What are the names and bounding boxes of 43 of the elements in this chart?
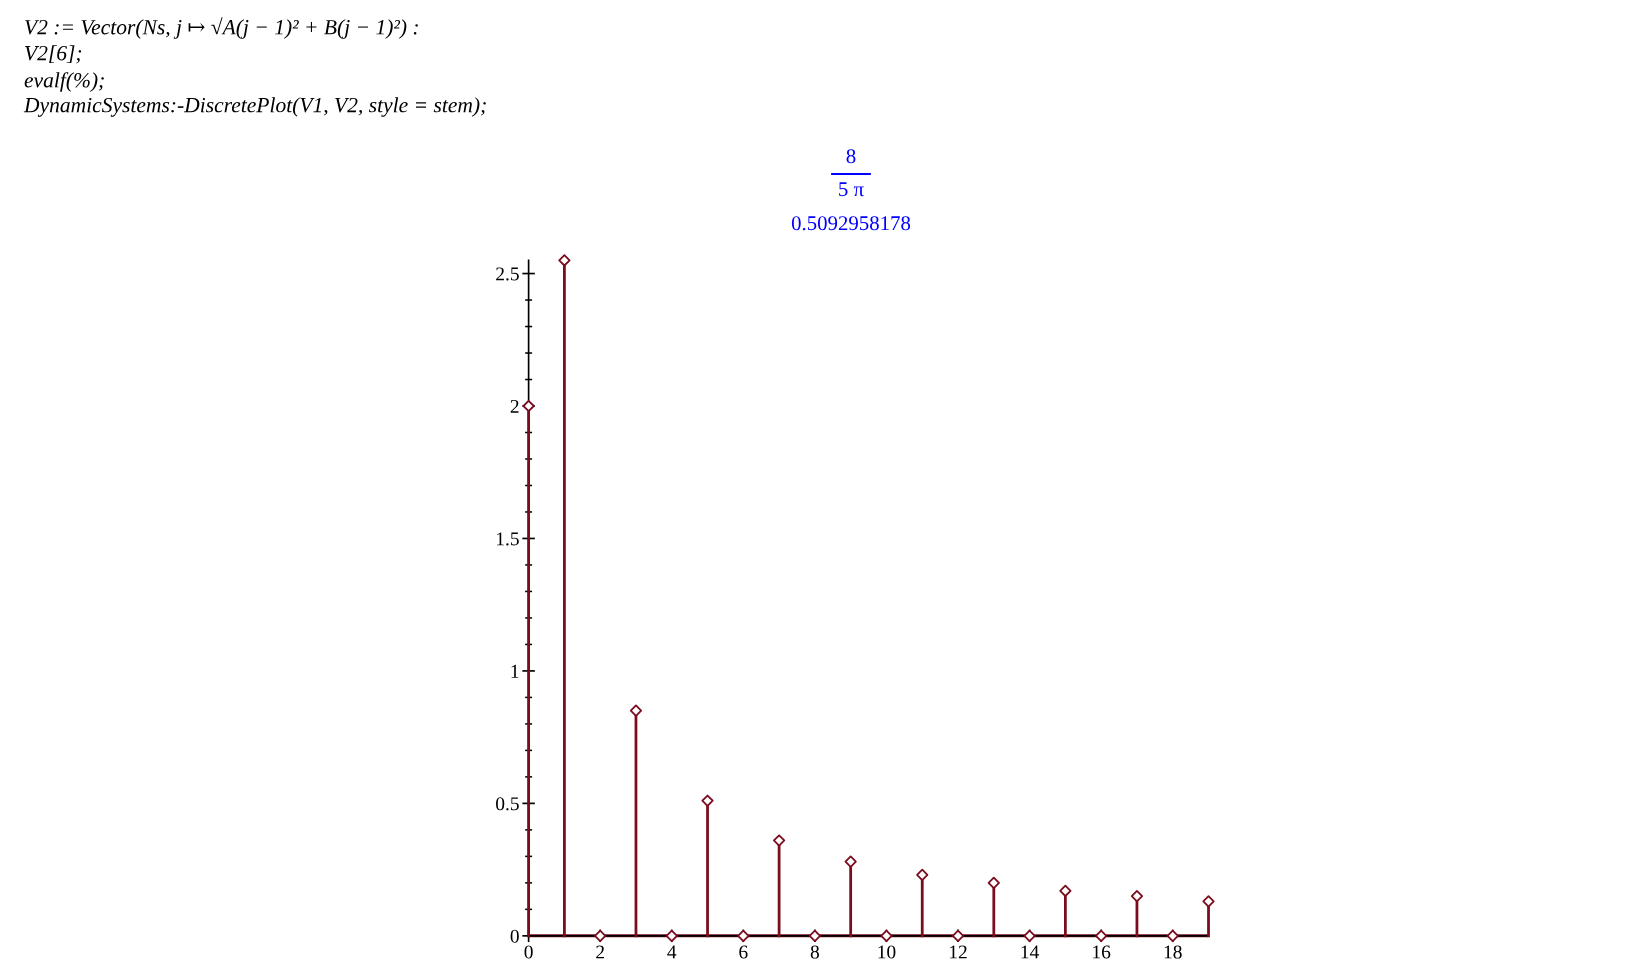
x-tick-label: 4	[667, 945, 677, 959]
point	[522, 399, 535, 413]
point	[1059, 884, 1072, 897]
x-tick-label: 2	[596, 945, 604, 959]
y-tick-label: 0.5	[496, 797, 519, 811]
point	[987, 876, 1000, 889]
point	[951, 929, 965, 942]
y-tick-label: 0	[510, 929, 519, 943]
x-tick-label: 12	[950, 945, 967, 959]
text: evalf(%);	[24, 72, 104, 92]
text: V2 := Vector(Ns, j ↦ √A(j − 1)² + B(j − 1)²) :	[25, 17, 418, 39]
point	[701, 794, 714, 807]
text: 0.5092958178	[791, 216, 911, 231]
point	[772, 834, 786, 847]
point	[594, 929, 607, 942]
x-tick-label: 16	[1093, 945, 1111, 959]
x-tick-label: 8	[810, 945, 820, 959]
x-tick-label: 6	[739, 945, 748, 959]
y-tick-label: 2.5	[496, 267, 519, 281]
point	[844, 855, 857, 868]
x-tick-label: 14	[1021, 945, 1040, 959]
point	[1202, 895, 1215, 908]
point	[916, 868, 929, 882]
point	[1095, 929, 1108, 942]
y-tick-label: 1.5	[496, 532, 519, 546]
x-tick-label: 18	[1164, 945, 1182, 959]
point	[629, 704, 643, 717]
text: DynamicSystems:-DiscretePlot(V1, V2, style = stem);	[23, 97, 486, 117]
y-tick-label: 2	[510, 399, 519, 413]
point	[1130, 890, 1144, 903]
text: V2[6];	[25, 45, 82, 64]
point	[808, 929, 821, 942]
point	[737, 929, 750, 942]
text: 8	[846, 149, 856, 164]
y-tick-label: 1	[511, 664, 519, 678]
point	[665, 929, 678, 942]
point	[558, 254, 571, 267]
point	[1166, 929, 1179, 942]
x-tick-label: 10	[878, 945, 896, 959]
x-tick-label: 0	[524, 945, 533, 959]
text: 5 π	[839, 182, 864, 197]
point	[880, 929, 893, 942]
point	[1023, 929, 1036, 942]
